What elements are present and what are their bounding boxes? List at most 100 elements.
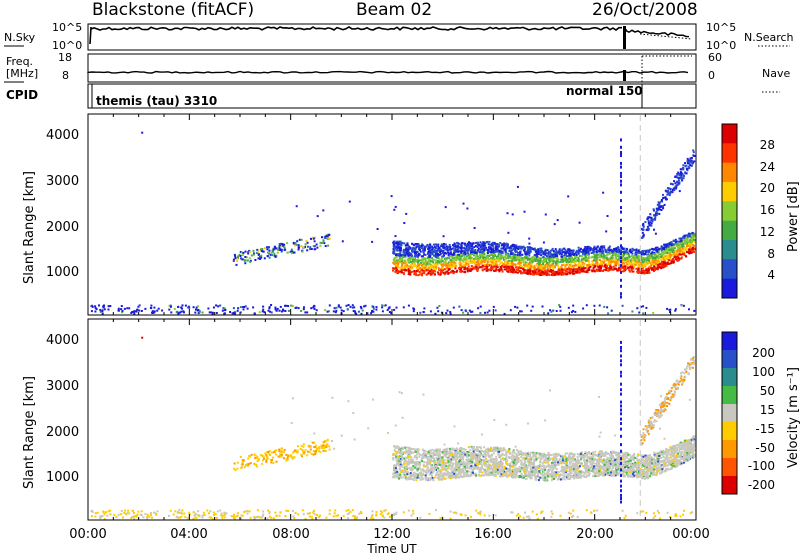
echo-cell <box>480 511 482 513</box>
echo-cell <box>437 257 439 259</box>
echo-cell <box>415 261 417 263</box>
echo-cell <box>275 449 277 451</box>
echo-cell <box>620 211 622 214</box>
echo-cell <box>508 260 510 262</box>
echo-cell <box>529 272 531 274</box>
echo-cell <box>468 247 470 249</box>
echo-cell <box>560 515 562 517</box>
echo-cell <box>532 261 534 263</box>
echo-cell <box>150 512 152 514</box>
echo-cell <box>389 311 391 313</box>
echo-cell <box>185 305 187 307</box>
echo-cell <box>677 257 679 259</box>
echo-cell <box>266 455 268 457</box>
echo-cell <box>151 517 153 519</box>
echo-cell <box>249 257 251 259</box>
echo-cell <box>534 267 536 269</box>
echo-cell <box>599 255 601 257</box>
echo-cell <box>579 249 581 251</box>
echo-cell <box>534 271 536 273</box>
echo-cell <box>244 262 246 264</box>
echo-cell <box>436 246 438 248</box>
echo-cell <box>411 515 413 517</box>
echo-cell <box>306 454 308 456</box>
echo-cell <box>123 512 125 514</box>
echo-cell <box>237 515 239 517</box>
echo-cell <box>310 238 312 240</box>
echo-cell <box>469 270 471 272</box>
echo-cell <box>648 269 650 271</box>
echo-cell <box>277 308 279 310</box>
echo-cell <box>194 514 196 516</box>
echo-cell <box>555 252 557 254</box>
echo-cell <box>187 307 189 309</box>
echo-cell <box>520 255 522 257</box>
echo-cell <box>435 243 437 245</box>
echo-cell <box>564 273 566 275</box>
echo-cell <box>435 253 437 255</box>
echo-cell <box>678 177 680 179</box>
echo-cell <box>677 259 679 261</box>
echo-cell <box>687 168 689 170</box>
echo-cell <box>410 266 412 268</box>
echo-cell <box>655 233 657 235</box>
echo-cell <box>224 512 226 514</box>
echo-cell <box>625 515 627 517</box>
echo-cell <box>557 265 559 267</box>
echo-cell <box>592 261 594 263</box>
echo-cell <box>216 312 218 314</box>
echo-cell <box>268 252 270 254</box>
echo-cell <box>496 264 498 266</box>
echo-cell <box>137 511 139 513</box>
echo-cell <box>585 256 587 258</box>
echo-cell <box>168 515 170 517</box>
echo-cell <box>215 304 217 306</box>
echo-cell <box>660 256 662 258</box>
echo-cell <box>465 253 467 255</box>
echo-cell <box>502 244 504 246</box>
echo-cell <box>267 246 269 248</box>
echo-cell <box>334 510 336 512</box>
echo-cell <box>557 260 559 262</box>
echo-cell <box>504 268 506 270</box>
echo-cell <box>274 512 276 514</box>
echo-cell <box>528 248 530 250</box>
echo-cell <box>575 264 577 266</box>
echo-cell <box>593 305 595 307</box>
echo-cell <box>453 307 455 309</box>
echo-cell <box>393 259 395 261</box>
echo-cell <box>284 305 286 307</box>
echo-cell <box>440 272 442 274</box>
echo-cell <box>498 254 500 256</box>
echo-cell <box>161 310 163 312</box>
echo-cell <box>511 249 513 251</box>
echo-cell <box>482 257 484 259</box>
echo-cell <box>586 264 588 266</box>
echo-cell <box>413 270 415 272</box>
echo-cell <box>684 172 686 174</box>
echo-cell <box>394 257 396 259</box>
echo-cell <box>219 305 221 307</box>
echo-cell <box>316 247 318 249</box>
echo-cell <box>681 305 683 307</box>
echo-cell <box>431 266 433 268</box>
echo-cell <box>465 514 467 516</box>
echo-cell <box>403 222 405 224</box>
echo-cell <box>371 311 373 313</box>
echo-cell <box>528 255 530 257</box>
echo-cell <box>673 251 675 253</box>
echo-cell <box>504 262 506 264</box>
echo-cell <box>251 255 253 257</box>
echo-cell <box>398 260 400 262</box>
echo-cell <box>453 254 455 256</box>
echo-cell <box>392 252 394 254</box>
echo-cell <box>588 269 590 271</box>
echo-cell <box>188 512 190 514</box>
echo-cell <box>566 255 568 257</box>
echo-cell <box>354 518 356 520</box>
echo-cell <box>303 246 305 248</box>
echo-cell <box>346 305 348 307</box>
echo-cell <box>300 454 302 456</box>
echo-cell <box>385 509 387 511</box>
echo-cell <box>302 251 304 253</box>
